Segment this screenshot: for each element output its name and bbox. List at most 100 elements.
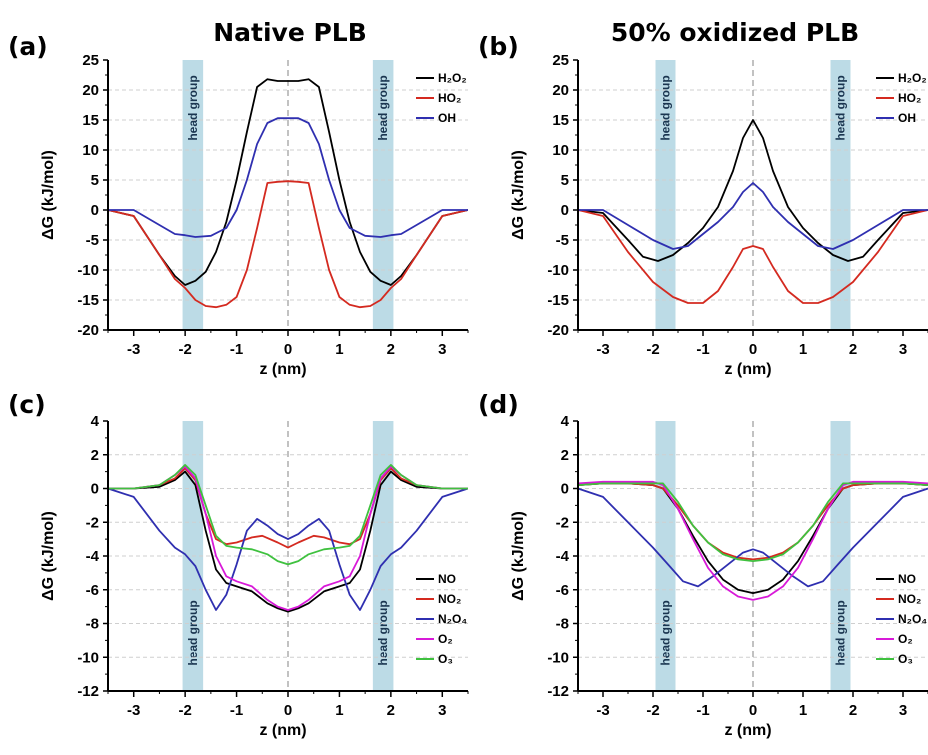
panel-b: head group head group-20-15-10-5051015202… [478,32,928,378]
y-tick-label: 0 [91,481,99,498]
head-group-label: head group [186,75,200,140]
legend-label: N₂O₄ [898,612,927,626]
legend-label: OH [898,111,916,125]
y-tick-label: 0 [91,202,99,219]
series-line-NO₂ [578,482,928,561]
x-tick-label: 1 [335,702,343,719]
series-line-O₃ [578,482,928,562]
y-tick-label: 4 [91,413,100,430]
x-tick-label: -2 [178,341,191,358]
y-tick-label: 2 [91,447,99,464]
y-tick-label: -12 [547,683,569,700]
y-tick-label: -6 [86,582,99,599]
legend-label: NO₂ [438,592,461,606]
panels: head group head group-20-15-10-5051015202… [8,32,928,739]
legend-label: H₂O₂ [438,71,467,85]
y-tick-label: 25 [552,52,569,69]
y-tick-label: 4 [561,413,570,430]
series-group [108,78,468,309]
y-tick-label: 15 [82,112,99,129]
series-group [578,119,928,304]
y-tick-label: -10 [77,649,99,666]
series-line-H₂O₂ [578,119,928,262]
y-tick-label: -20 [77,322,99,339]
x-axis-label: z (nm) [259,361,306,378]
y-axis-label: ΔG (kJ/mol) [40,511,57,601]
y-tick-label: -10 [547,262,569,279]
column-title-native: Native PLB [213,18,367,47]
y-tick-label: -6 [556,582,569,599]
x-tick-label: 2 [387,341,395,358]
y-tick-label: -10 [77,262,99,279]
y-tick-label: 5 [561,172,569,189]
head-group-band [830,60,851,330]
legend-label: O₃ [898,652,913,666]
head-group-label: head group [186,600,200,665]
x-tick-label: -3 [596,702,609,719]
panel-label: (d) [478,390,519,419]
y-axis-label: ΔG (kJ/mol) [510,511,527,601]
series-line-HO₂ [578,209,928,304]
panel-a: head group head group-20-15-10-5051015202… [8,32,469,378]
series-line-H₂O₂ [108,78,468,286]
legend-label: H₂O₂ [898,71,927,85]
x-tick-label: -2 [178,702,191,719]
x-tick-label: -3 [127,341,140,358]
series-group [108,463,468,613]
legend-label: O₂ [898,632,913,646]
y-tick-label: -15 [77,292,99,309]
x-tick-label: 1 [335,341,343,358]
head-group-label: head group [376,75,390,140]
head-group-band [182,60,204,330]
legend-label: HO₂ [438,91,461,105]
x-axis-label: z (nm) [259,722,306,739]
x-tick-label: 3 [899,702,907,719]
x-tick-label: -3 [127,702,140,719]
series-line-NO [108,470,468,613]
y-tick-label: -4 [86,548,100,565]
x-tick-label: 3 [438,341,446,358]
y-axis-label: ΔG (kJ/mol) [40,150,57,240]
x-tick-label: -1 [696,702,709,719]
series-group [578,480,928,601]
y-tick-label: -2 [86,514,99,531]
head-group-label: head group [659,75,673,140]
head-group-label: head group [834,600,848,665]
x-tick-label: 3 [438,702,446,719]
y-tick-label: -10 [547,649,569,666]
y-tick-label: 20 [552,82,569,99]
x-tick-label: -1 [230,702,243,719]
x-tick-label: -2 [646,341,659,358]
legend-label: NO [898,572,916,586]
panel-label: (a) [8,32,48,61]
x-tick-label: 2 [387,702,395,719]
y-tick-label: -5 [86,232,99,249]
series-line-HO₂ [108,180,468,309]
panel-label: (c) [8,390,46,419]
series-line-N₂O₄ [578,487,928,588]
y-tick-label: 5 [91,172,99,189]
y-tick-label: -8 [86,616,99,633]
series-line-OH [578,182,928,250]
x-tick-label: -2 [646,702,659,719]
series-line-OH [108,117,468,238]
legend-label: NO [438,572,456,586]
series-line-N₂O₄ [108,487,468,611]
x-tick-label: -1 [230,341,243,358]
x-tick-label: 1 [799,341,807,358]
x-tick-label: 3 [899,341,907,358]
panel-label: (b) [478,32,519,61]
legend-label: O₂ [438,632,453,646]
head-group-label: head group [376,600,390,665]
y-tick-label: -5 [556,232,569,249]
panel-c: head group head group -1 2 -10 -8 -6 -4 -2 0 2 4 -3 -… [8,390,469,739]
head-group-label: head group [834,75,848,140]
y-tick-label: 15 [552,112,569,129]
head-group-label: head group [659,600,673,665]
x-tick-label: 0 [749,341,757,358]
head-group-band [655,60,676,330]
x-tick-label: 0 [284,702,292,719]
series-line-O₂ [108,465,468,611]
x-tick-label: -1 [696,341,709,358]
